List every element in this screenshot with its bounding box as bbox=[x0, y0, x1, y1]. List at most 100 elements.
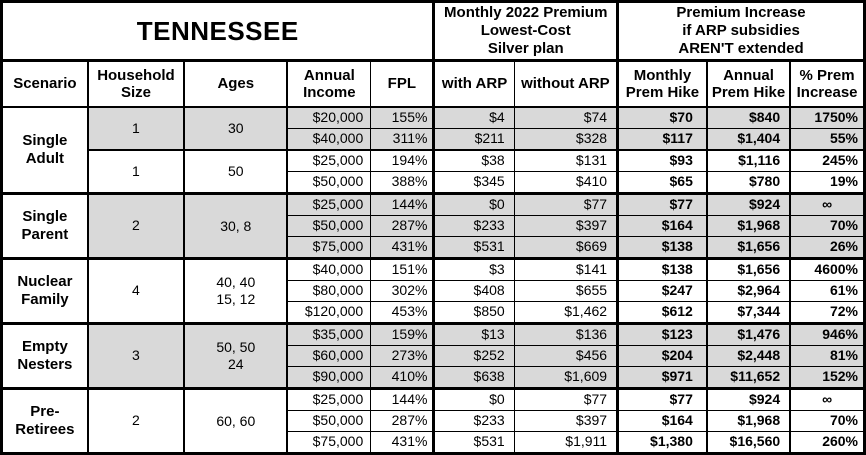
household-size-cell: 3 bbox=[86, 322, 185, 389]
state-title: TENNESSEE bbox=[0, 1, 435, 62]
without-arp-cell: $456 bbox=[513, 345, 619, 367]
table-row: $90,000 410% $638 $1,609 $971 $11,652 152% bbox=[2, 366, 866, 389]
table-row: 1 50 $25,000 194% $38 $131 $93 $1,116 245% bbox=[2, 149, 866, 194]
col-header-fpl: FPL bbox=[370, 60, 435, 108]
pct-increase-cell: 70% bbox=[789, 215, 866, 237]
with-arp-cell: $252 bbox=[432, 345, 515, 367]
fpl-cell: 144% bbox=[370, 387, 435, 411]
pct-increase-cell: 81% bbox=[789, 345, 866, 367]
ages-cell: 40, 40 15, 12 bbox=[183, 257, 288, 324]
table-row: Empty Nesters 3 50, 50 24 $35,000 159% $13 $13… bbox=[0, 322, 866, 389]
pct-increase-cell: 946% bbox=[789, 322, 866, 346]
monthly-hike-cell: $138 bbox=[616, 236, 708, 259]
fpl-cell: 311% bbox=[370, 128, 435, 151]
ages-cell: 30 bbox=[183, 106, 288, 151]
with-arp-cell: $3 bbox=[432, 257, 515, 281]
monthly-hike-cell: $93 bbox=[616, 149, 708, 172]
table-row: Nuclear Family 4 40, 40 15, 12 $40,000 151% $… bbox=[0, 257, 866, 324]
with-arp-cell: $38 bbox=[432, 149, 515, 172]
monthly-hike-cell: $70 bbox=[616, 106, 708, 129]
table-row: $50,000 287% $233 $397 $164 $1,968 70% bbox=[2, 215, 866, 237]
without-arp-cell: $141 bbox=[513, 257, 619, 281]
fpl-cell: 194% bbox=[370, 149, 435, 172]
without-arp-cell: $131 bbox=[513, 149, 619, 172]
column-header-row: Scenario Household Size Ages Annual Inco… bbox=[0, 60, 866, 108]
ages-cell: 50, 50 24 bbox=[183, 322, 288, 389]
without-arp-cell: $669 bbox=[513, 236, 619, 259]
col-header-household-size: Household Size bbox=[86, 60, 185, 108]
monthly-hike-cell: $247 bbox=[616, 280, 708, 302]
col-header-scenario: Scenario bbox=[0, 60, 89, 108]
monthly-hike-cell: $612 bbox=[616, 301, 708, 324]
table-row: $80,000 302% $408 $655 $247 $2,964 61% bbox=[2, 280, 866, 302]
with-arp-cell: $408 bbox=[432, 280, 515, 302]
col-header-monthly-prem-hike: Monthly Prem Hike bbox=[616, 60, 708, 108]
with-arp-cell: $233 bbox=[432, 215, 515, 237]
pct-increase-cell: 1750% bbox=[789, 106, 866, 129]
household-size-cell: 1 bbox=[86, 106, 185, 151]
without-arp-cell: $397 bbox=[513, 410, 619, 432]
pct-increase-cell: 152% bbox=[789, 366, 866, 389]
annual-hike-cell: $924 bbox=[705, 387, 791, 411]
pct-increase-cell: 19% bbox=[789, 171, 866, 194]
with-arp-cell: $211 bbox=[432, 128, 515, 151]
table-row: $60,000 273% $252 $456 $204 $2,448 81% bbox=[2, 345, 866, 367]
with-arp-cell: $531 bbox=[432, 236, 515, 259]
monthly-hike-cell: $77 bbox=[616, 387, 708, 411]
annual-income-cell: $75,000 bbox=[286, 236, 372, 259]
with-arp-cell: $233 bbox=[432, 410, 515, 432]
pct-increase-cell: 26% bbox=[789, 236, 866, 259]
fpl-cell: 410% bbox=[370, 366, 435, 389]
scenario-cell: Pre- Retirees bbox=[0, 387, 89, 454]
annual-income-cell: $80,000 bbox=[286, 280, 372, 302]
scenario-cell: Empty Nesters bbox=[0, 322, 89, 389]
table-row: $50,000 287% $233 $397 $164 $1,968 70% bbox=[2, 410, 866, 432]
annual-income-cell: $50,000 bbox=[286, 171, 372, 194]
pct-increase-cell: ∞ bbox=[789, 387, 866, 411]
table-row: Single Adult 1 30 $20,000 155% $4 $74 $70 $840 17… bbox=[0, 106, 866, 194]
pct-increase-cell: 245% bbox=[789, 149, 866, 172]
without-arp-cell: $410 bbox=[513, 171, 619, 194]
pct-increase-cell: 4600% bbox=[789, 257, 866, 281]
col-header-with-arp: with ARP bbox=[432, 60, 515, 108]
ages-cell: 60, 60 bbox=[183, 387, 288, 454]
annual-hike-cell: $1,968 bbox=[705, 215, 791, 237]
table-row: $40,000 311% $211 $328 $117 $1,404 55% bbox=[2, 128, 866, 151]
annual-hike-cell: $2,448 bbox=[705, 345, 791, 367]
table-row: $75,000 431% $531 $669 $138 $1,656 26% bbox=[2, 236, 866, 259]
fpl-cell: 287% bbox=[370, 215, 435, 237]
col-header-annual-income: Annual Income bbox=[286, 60, 372, 108]
annual-hike-cell: $11,652 bbox=[705, 366, 791, 389]
pct-increase-cell: 55% bbox=[789, 128, 866, 151]
annual-income-cell: $40,000 bbox=[286, 257, 372, 281]
table-row: $50,000 388% $345 $410 $65 $780 19% bbox=[2, 171, 866, 194]
premium-table-body: Single Adult 1 30 $20,000 155% $4 $74 $70 $840 17… bbox=[0, 106, 866, 454]
col-header-without-arp: without ARP bbox=[513, 60, 619, 108]
household-size-cell: 1 bbox=[86, 149, 185, 194]
table-row: Pre- Retirees 2 60, 60 $25,000 144% $0 $77 $77 $… bbox=[0, 387, 866, 454]
ages-cell: 30, 8 bbox=[183, 192, 288, 259]
ages-cell: 50 bbox=[183, 149, 288, 194]
col-header-ages: Ages bbox=[183, 60, 288, 108]
premium-section-header: Monthly 2022 Premium Lowest-Cost Silver … bbox=[432, 1, 619, 62]
pct-increase-cell: ∞ bbox=[789, 192, 866, 216]
fpl-cell: 302% bbox=[370, 280, 435, 302]
annual-hike-cell: $924 bbox=[705, 192, 791, 216]
with-arp-cell: $0 bbox=[432, 192, 515, 216]
without-arp-cell: $77 bbox=[513, 387, 619, 411]
annual-income-cell: $60,000 bbox=[286, 345, 372, 367]
annual-income-cell: $25,000 bbox=[286, 192, 372, 216]
annual-hike-cell: $1,116 bbox=[705, 149, 791, 172]
annual-income-cell: $20,000 bbox=[286, 106, 372, 129]
annual-hike-cell: $1,404 bbox=[705, 128, 791, 151]
col-header-pct-prem-increase: % Prem Increase bbox=[789, 60, 866, 108]
fpl-cell: 151% bbox=[370, 257, 435, 281]
annual-hike-cell: $7,344 bbox=[705, 301, 791, 324]
table-header: TENNESSEE Monthly 2022 Premium Lowest-Co… bbox=[0, 1, 866, 108]
without-arp-cell: $655 bbox=[513, 280, 619, 302]
annual-hike-cell: $1,656 bbox=[705, 257, 791, 281]
with-arp-cell: $13 bbox=[432, 322, 515, 346]
without-arp-cell: $397 bbox=[513, 215, 619, 237]
fpl-cell: 453% bbox=[370, 301, 435, 324]
